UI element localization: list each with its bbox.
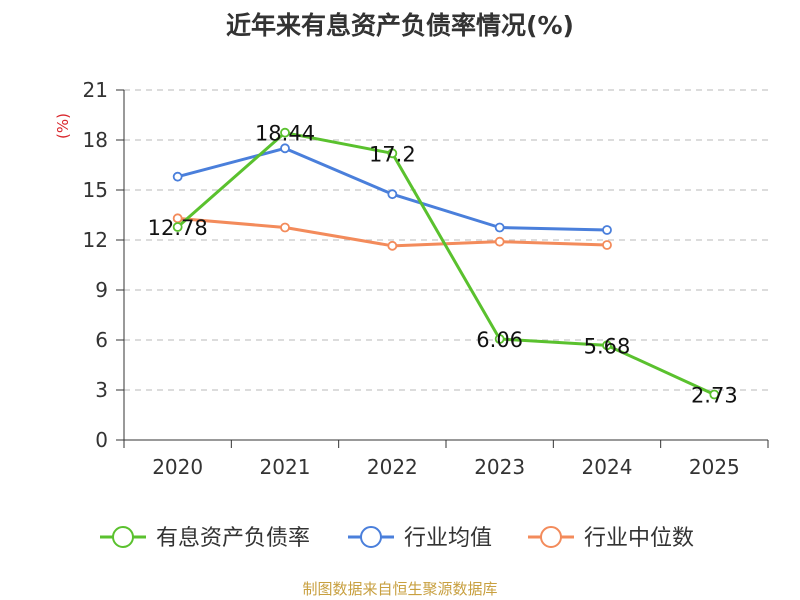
data-label: 5.68	[584, 334, 631, 358]
legend-label: 行业中位数	[584, 526, 694, 551]
y-axis-label: (%)	[54, 113, 72, 139]
data-point	[494, 222, 505, 233]
data-label: 17.2	[369, 142, 416, 166]
data-point	[280, 143, 290, 154]
series-layer	[172, 127, 720, 400]
data-point	[602, 340, 612, 351]
legend-marker	[540, 526, 562, 548]
legend-item-0: 有息资产负债率	[100, 526, 310, 551]
data-point	[494, 236, 505, 247]
legend-label: 行业均值	[404, 526, 492, 551]
data-point	[280, 127, 290, 138]
y-tick-label: 3	[95, 378, 108, 402]
y-tick-label: 18	[83, 128, 108, 152]
data-point	[494, 334, 505, 344]
data-label: 2.73	[691, 384, 738, 408]
x-tick-label: 2024	[582, 455, 633, 479]
x-tick-label: 2022	[367, 455, 418, 479]
data-label: 12.78	[148, 216, 208, 240]
data-point	[709, 389, 720, 400]
x-tick-label: 2025	[689, 455, 740, 479]
y-tick-label: 6	[95, 328, 108, 352]
data-point	[602, 240, 612, 250]
source-note: 制图数据来自恒生聚源数据库	[302, 580, 498, 598]
data-point	[387, 240, 398, 251]
data-point	[387, 148, 398, 159]
series-2	[172, 213, 612, 251]
x-axis: 2020 2021 2022 2023 2024 2025	[123, 439, 769, 479]
data-point	[387, 189, 398, 200]
series-line	[176, 131, 715, 396]
y-tick-label: 21	[83, 78, 108, 102]
x-tick-label: 2021	[260, 455, 311, 479]
y-tick-label: 12	[83, 228, 108, 252]
legend: 有息资产负债率 行业均值 行业中位数	[100, 526, 694, 551]
legend-item-2: 行业中位数	[528, 526, 694, 551]
legend-marker	[112, 526, 134, 548]
data-label: 18.44	[255, 122, 315, 146]
series-0	[172, 127, 720, 400]
data-labels: 12.78 18.44 17.2 6.06 5.68 2.73	[148, 122, 738, 408]
chart-title: 近年来有息资产负债率情况(%)	[226, 11, 574, 40]
legend-marker	[360, 526, 382, 548]
legend-label: 有息资产负债率	[156, 526, 310, 551]
y-tick-label: 9	[95, 278, 108, 302]
data-point	[280, 222, 290, 233]
y-tick-label: 0	[95, 428, 108, 452]
y-axis: 0 3 6 9 12 15 18 21	[83, 78, 125, 452]
data-point	[172, 171, 183, 182]
data-label: 6.06	[476, 328, 523, 352]
data-point	[602, 225, 612, 235]
x-tick-label: 2020	[152, 455, 203, 479]
legend-item-1: 行业均值	[348, 526, 492, 551]
gridlines	[124, 89, 768, 391]
y-tick-label: 15	[83, 178, 108, 202]
data-point	[172, 222, 183, 232]
series-1	[172, 143, 612, 235]
x-tick-label: 2023	[474, 455, 525, 479]
